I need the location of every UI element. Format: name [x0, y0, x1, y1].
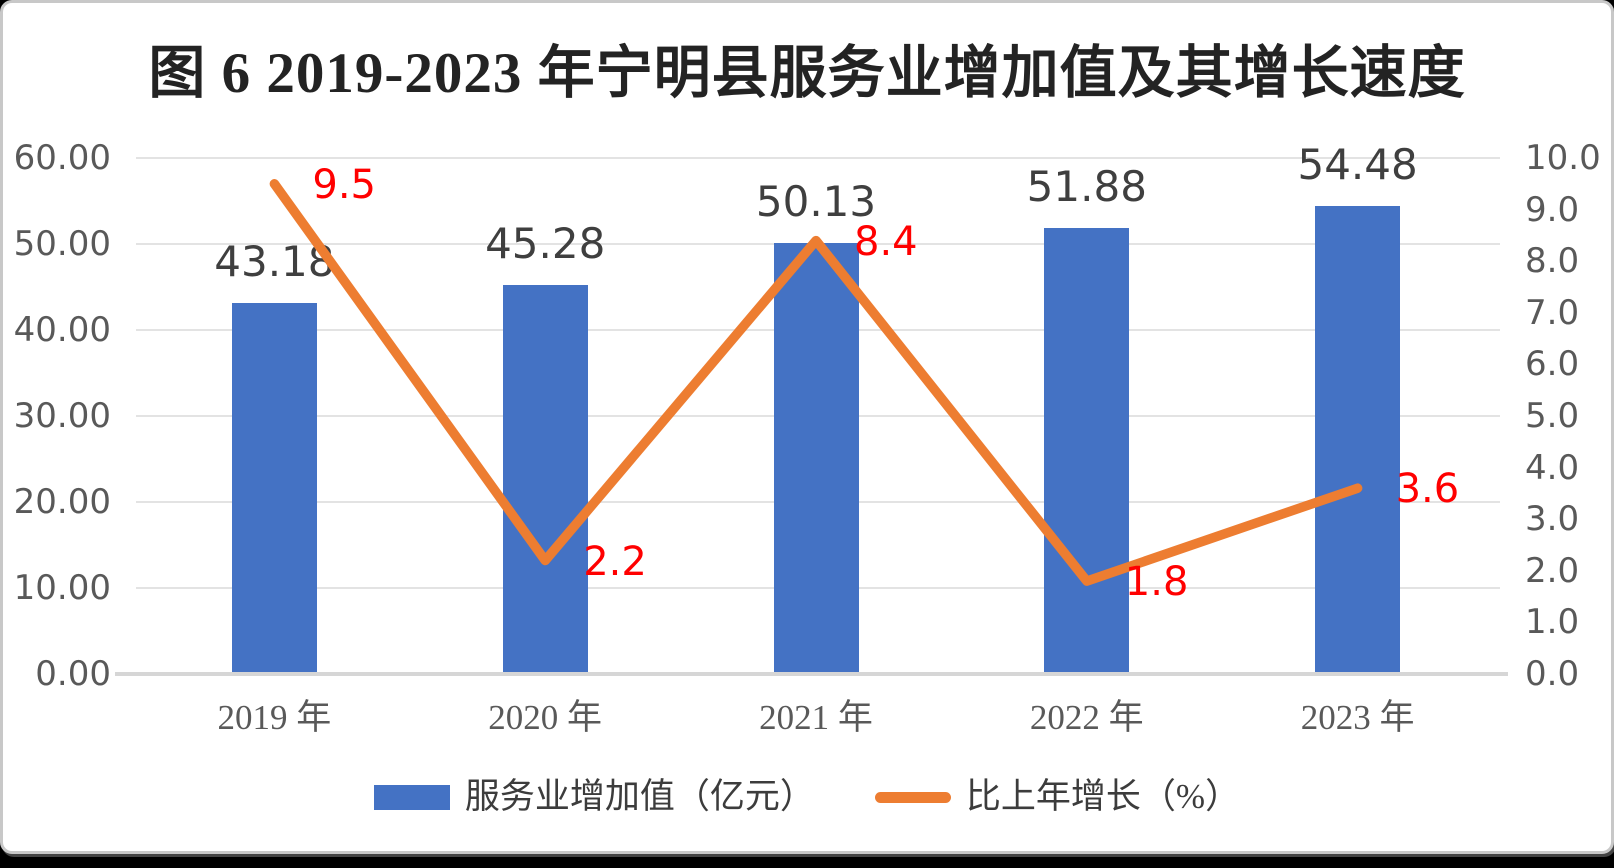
legend-label-line-series: 比上年增长（%） [965, 777, 1241, 816]
growth-point-label-2023年: 3.6 [1395, 466, 1460, 513]
left-axis-tick-50.00: 50.00 [13, 224, 111, 264]
growth-point-label-2021年: 8.4 [854, 218, 918, 265]
right-axis-tick-1.0: 1.0 [1525, 602, 1580, 643]
bar-2022年 [1044, 227, 1130, 672]
bar-value-label-2020年: 45.28 [485, 218, 606, 268]
right-axis-tick-4.0: 4.0 [1525, 447, 1580, 488]
bar-value-label-2022年: 51.88 [1026, 161, 1147, 211]
left-axis-tick-0.00: 0.00 [35, 654, 111, 694]
bar-value-label-2021年: 50.13 [755, 176, 877, 226]
right-axis-tick-8.0: 8.0 [1525, 241, 1580, 282]
x-axis-label-2022年: 2022 年 [1029, 698, 1144, 737]
x-axis-label-2023年: 2023 年 [1300, 698, 1415, 737]
plot-area: 43.18 45.28 50.13 51.88 54.48 60.00 50.00 40.00… [3, 3, 1611, 851]
growth-point-label-2022年: 1.8 [1124, 559, 1189, 606]
bar-series-swatch-icon [373, 784, 450, 810]
bar-2023年 [1315, 205, 1401, 672]
right-axis-tick-10.0: 10.0 [1525, 138, 1601, 178]
right-axis-tick-6.0: 6.0 [1525, 344, 1580, 385]
x-axis-label-2021年: 2021 年 [759, 698, 873, 737]
legend-item-line-series: 比上年增长（%） [874, 777, 1241, 817]
left-axis-tick-40.00: 40.00 [13, 310, 111, 350]
chart-title: 图 6 2019-2023 年宁明县服务业增加值及其增长速度 [148, 42, 1466, 105]
right-axis-tick-5.0: 5.0 [1525, 396, 1580, 436]
gridline [136, 157, 1500, 159]
left-axis-tick-10.00: 10.00 [13, 568, 111, 608]
left-axis-tick-30.00: 30.00 [13, 396, 111, 436]
left-axis-tick-60.00: 60.00 [13, 138, 111, 178]
legend-item-bar-series: 服务业增加值（亿元） [373, 777, 815, 817]
right-axis-tick-2.0: 2.0 [1525, 550, 1580, 591]
x-axis-label-2020年: 2020 年 [488, 698, 603, 737]
left-axis-tick-20.00: 20.00 [13, 482, 111, 522]
x-axis-line [115, 672, 1508, 676]
right-axis-tick-0.0: 0.0 [1525, 654, 1580, 694]
bar-value-label-2019年: 43.18 [214, 236, 335, 286]
x-axis-label-2019年: 2019 年 [217, 698, 332, 737]
legend: 服务业增加值（亿元） 比上年增长（%） [3, 777, 1611, 817]
bar-value-label-2023年: 54.48 [1297, 139, 1418, 189]
growth-point-label-2019年: 9.5 [312, 161, 377, 208]
right-axis-tick-3.0: 3.0 [1525, 499, 1580, 540]
line-series-swatch-icon [874, 791, 951, 803]
bar-2021年 [773, 242, 859, 672]
right-axis-tick-9.0: 9.0 [1525, 189, 1580, 230]
bar-2019年 [231, 302, 317, 672]
legend-label-bar-series: 服务业增加值（亿元） [464, 777, 815, 816]
bar-2020年 [502, 284, 588, 672]
growth-point-label-2020年: 2.2 [583, 538, 647, 585]
right-axis-tick-7.0: 7.0 [1525, 292, 1580, 333]
